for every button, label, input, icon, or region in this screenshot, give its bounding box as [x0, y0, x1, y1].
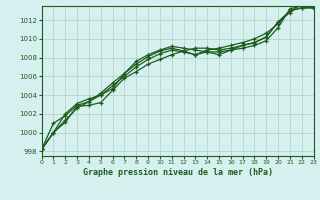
X-axis label: Graphe pression niveau de la mer (hPa): Graphe pression niveau de la mer (hPa)	[83, 168, 273, 177]
